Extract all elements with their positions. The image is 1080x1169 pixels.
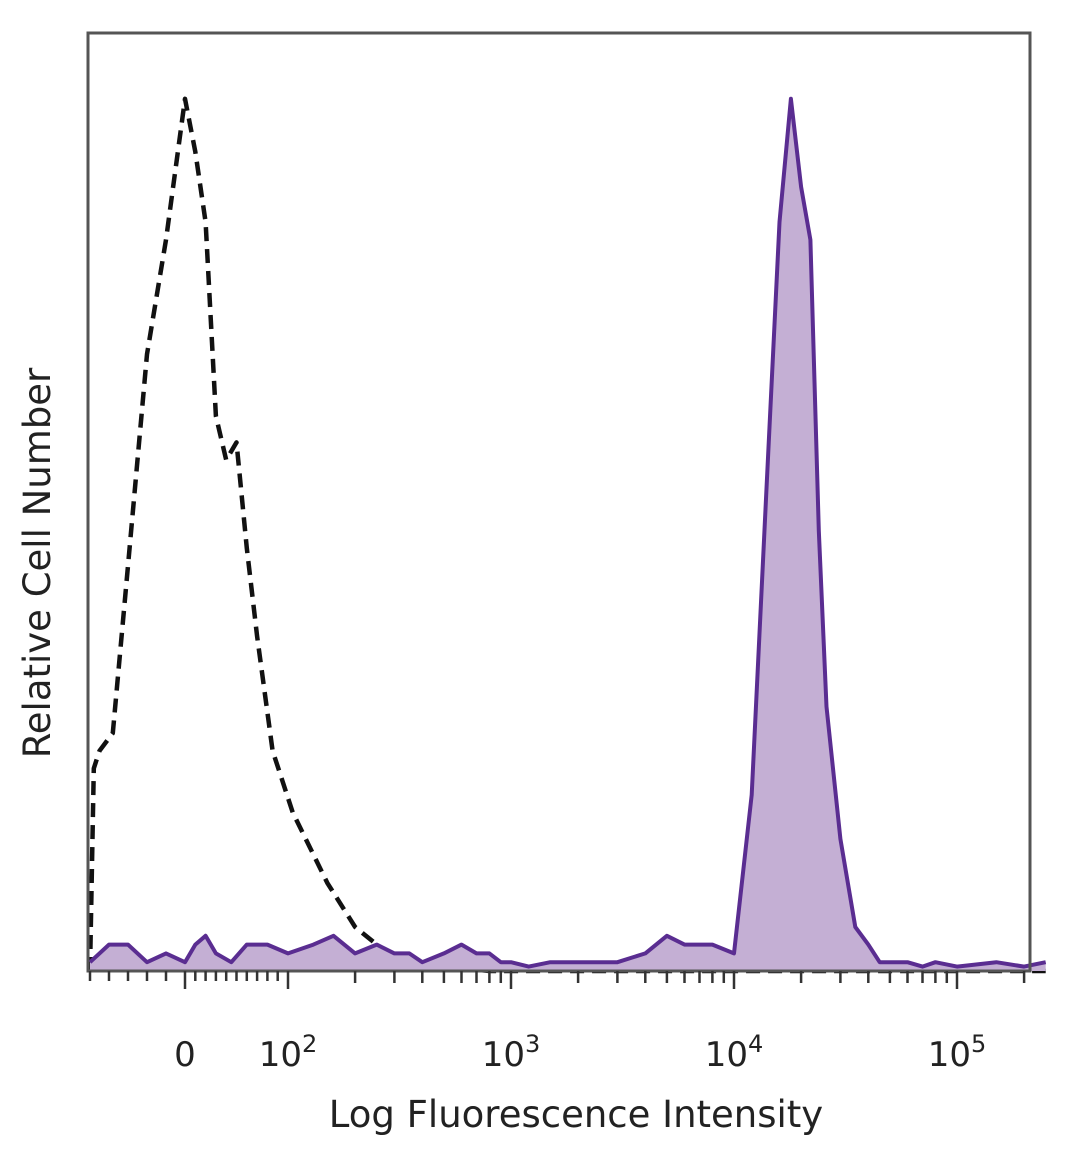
y-axis-title: Relative Cell Number [16,367,59,758]
stained-histogram-line [88,96,1047,969]
x-tick-label-exponent: 5 [971,1030,986,1058]
x-tick-label: 0 [174,1035,196,1075]
plot-frame [86,31,1032,973]
x-tick-label: 102 [259,1030,318,1075]
x-tick-label-exponent: 2 [302,1030,317,1058]
control-histogram-line [87,96,1046,974]
plot-layer [87,96,1047,974]
stained-histogram-fill [90,98,1046,972]
x-tick-label-exponent: 4 [748,1030,763,1058]
x-tick-label-exponent: 3 [525,1030,540,1058]
x-tick-label: 103 [482,1030,541,1075]
x-tick-label: 104 [705,1030,764,1075]
x-axis-title: Log Fluorescence Intensity [329,1093,823,1136]
x-axis: 0 102 103 104 105 [88,971,1026,1075]
x-tick-label: 105 [928,1030,987,1075]
